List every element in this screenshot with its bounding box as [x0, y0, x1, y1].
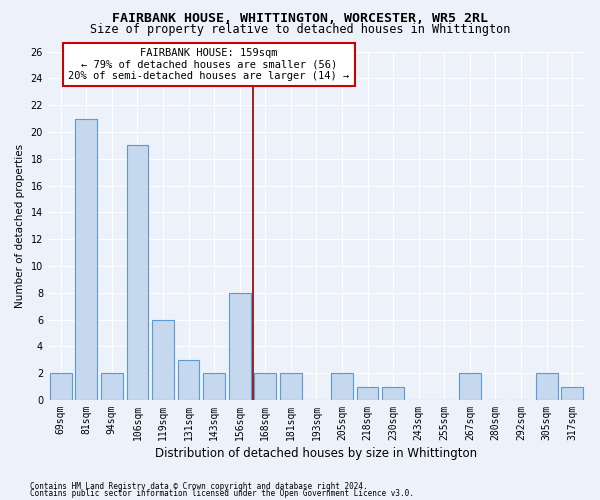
Bar — [50, 373, 71, 400]
Bar — [254, 373, 276, 400]
Bar — [203, 373, 225, 400]
Text: Contains public sector information licensed under the Open Government Licence v3: Contains public sector information licen… — [30, 488, 414, 498]
Text: Size of property relative to detached houses in Whittington: Size of property relative to detached ho… — [90, 22, 510, 36]
Bar — [357, 386, 379, 400]
Bar — [536, 373, 557, 400]
Text: FAIRBANK HOUSE: 159sqm
← 79% of detached houses are smaller (56)
20% of semi-det: FAIRBANK HOUSE: 159sqm ← 79% of detached… — [68, 48, 350, 81]
Bar — [101, 373, 123, 400]
Bar — [127, 146, 148, 400]
Bar — [280, 373, 302, 400]
Text: Contains HM Land Registry data © Crown copyright and database right 2024.: Contains HM Land Registry data © Crown c… — [30, 482, 368, 491]
Text: FAIRBANK HOUSE, WHITTINGTON, WORCESTER, WR5 2RL: FAIRBANK HOUSE, WHITTINGTON, WORCESTER, … — [112, 12, 488, 26]
Bar — [331, 373, 353, 400]
Bar — [382, 386, 404, 400]
Bar — [178, 360, 199, 400]
Bar — [76, 118, 97, 400]
X-axis label: Distribution of detached houses by size in Whittington: Distribution of detached houses by size … — [155, 447, 478, 460]
Y-axis label: Number of detached properties: Number of detached properties — [15, 144, 25, 308]
Bar — [229, 292, 251, 400]
Bar — [562, 386, 583, 400]
Bar — [459, 373, 481, 400]
Bar — [152, 320, 174, 400]
